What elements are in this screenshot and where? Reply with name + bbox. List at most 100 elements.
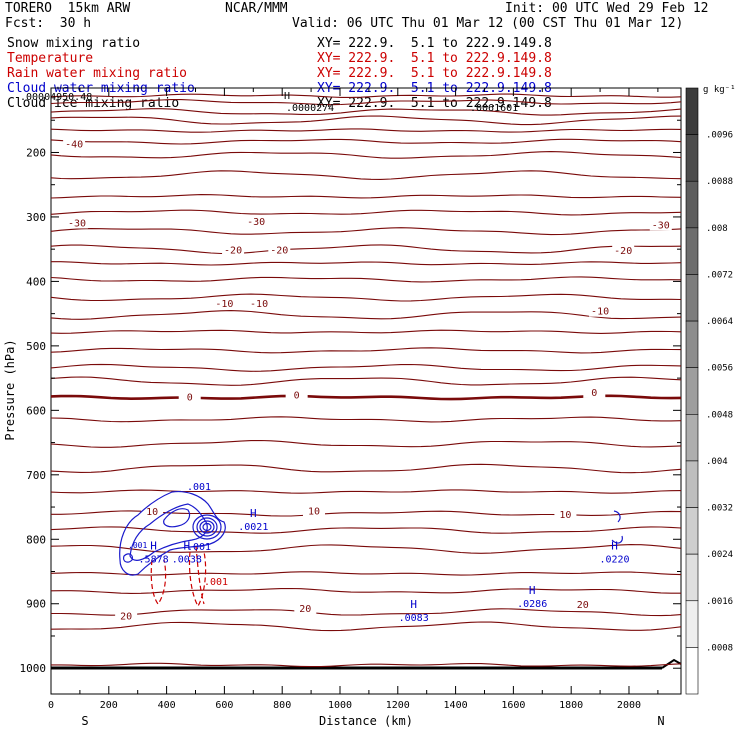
temperature-label: -40 bbox=[65, 140, 83, 151]
init-time: Init: 00 UTC Wed 29 Feb 12 bbox=[505, 1, 709, 16]
plot-frame bbox=[50, 87, 682, 695]
extremum-h-marker: H bbox=[250, 507, 257, 520]
y-tick-label: 200 bbox=[26, 146, 46, 159]
colorbar-tick-label: .0056 bbox=[706, 364, 733, 374]
isotherm-line bbox=[50, 526, 682, 534]
field-xy-rain: XY= 222.9. 5.1 to 222.9.149.8 bbox=[317, 66, 552, 81]
isotherm-line bbox=[50, 571, 682, 576]
colorbar-tick-label: .0064 bbox=[706, 317, 733, 327]
temperature-label-bg bbox=[66, 216, 89, 229]
temperature-label-bg bbox=[649, 218, 672, 231]
north-end-label: N bbox=[657, 714, 664, 728]
temperature-label-bg bbox=[285, 388, 308, 401]
temperature-contours bbox=[50, 93, 682, 668]
cloud-water-contour-inner bbox=[163, 508, 191, 528]
top-label-3: .0000274 bbox=[286, 103, 334, 114]
temperature-label-bg bbox=[571, 598, 594, 611]
x-tick-label: 1600 bbox=[501, 700, 525, 711]
colorbar: .0096 .0088 .008 .0072 .0064 .0056 .0048 .004 .0… bbox=[685, 87, 733, 695]
temperature-label: -10 bbox=[591, 307, 609, 318]
cloud-water-label-2: .001 bbox=[187, 542, 211, 553]
extrema-labels: H .0021 H .5878 H .0038 H .0220 H .0083 H .0286 bbox=[139, 507, 630, 624]
temperature-label-bg bbox=[245, 215, 268, 228]
extremum-value: .0286 bbox=[517, 599, 547, 610]
y-tick-label: 800 bbox=[26, 533, 46, 546]
isotherm-line bbox=[51, 608, 682, 617]
colorbar-swatch bbox=[685, 320, 699, 368]
temperature-label: 20 bbox=[577, 600, 589, 611]
cloud-water-core-4 bbox=[202, 522, 212, 532]
rain-water-label-2: .001 bbox=[128, 541, 147, 550]
y-axis-label: Pressure (hPa) bbox=[3, 339, 17, 440]
field-xy-temperature: XY= 222.9. 5.1 to 222.9.149.8 bbox=[317, 51, 552, 66]
isotherm-line bbox=[50, 138, 682, 145]
valid-time: Valid: 06 UTC Thu 01 Mar 12 (00 CST Thu … bbox=[292, 16, 684, 31]
cloud-water-contour-mid bbox=[129, 503, 208, 561]
temperature-label: -20 bbox=[614, 246, 632, 257]
isotherm-line bbox=[50, 463, 682, 474]
y-tick-label: 400 bbox=[26, 275, 46, 288]
temperature-label: 10 bbox=[308, 507, 320, 518]
extremum-value: .0021 bbox=[238, 522, 268, 533]
temperature-label: -20 bbox=[224, 245, 242, 256]
colorbar-swatch bbox=[685, 414, 699, 462]
isotherm-line bbox=[50, 227, 682, 236]
isotherm-line bbox=[50, 347, 682, 354]
temperature-label: -30 bbox=[247, 217, 265, 228]
colorbar-tick-label: .0048 bbox=[706, 410, 733, 420]
x-tick-label: 2000 bbox=[617, 700, 641, 711]
rain-water-contours bbox=[150, 545, 207, 608]
rain-contour-2 bbox=[188, 551, 207, 608]
colorbar-tick-label: .0008 bbox=[706, 643, 733, 653]
extremum-value: .0083 bbox=[399, 613, 429, 624]
y-tick-label: 900 bbox=[26, 598, 46, 611]
colorbar-tick-label: .0072 bbox=[706, 270, 733, 280]
top-label-1: .00004950.48 bbox=[20, 92, 92, 103]
x-tick-label: 1400 bbox=[444, 700, 468, 711]
x-axis: 0 200 400 600 800 1000 1200 1400 1600 1800 2000 bbox=[48, 88, 659, 711]
temperature-label-bg bbox=[141, 505, 164, 518]
x-tick-label: 200 bbox=[100, 700, 118, 711]
cloud-water-core-3 bbox=[199, 520, 215, 534]
x-tick-label: 400 bbox=[158, 700, 176, 711]
rain-contour-3 bbox=[195, 545, 205, 605]
extremum-value: .0038 bbox=[172, 554, 202, 565]
colorbar-tick-label: .0016 bbox=[706, 597, 733, 607]
colorbar-tick-label: .004 bbox=[706, 457, 728, 467]
x-tick-label: 800 bbox=[273, 700, 291, 711]
isotherm-line bbox=[50, 115, 682, 126]
colorbar-swatch bbox=[685, 274, 699, 322]
isotherm-line bbox=[50, 587, 681, 594]
temperature-label-bg bbox=[213, 296, 236, 309]
colorbar-unit: g kg⁻¹ bbox=[703, 85, 736, 95]
temperature-label: 10 bbox=[146, 507, 158, 518]
surface-rise bbox=[661, 658, 682, 669]
temperature-label: 0 bbox=[294, 391, 300, 402]
isotherm-line bbox=[50, 99, 682, 106]
isotherm-line bbox=[50, 128, 682, 133]
x-tick-label: 0 bbox=[48, 700, 54, 711]
temperature-label-bg bbox=[115, 609, 138, 622]
isotherm-line bbox=[50, 363, 682, 372]
y-tick-label: 500 bbox=[26, 340, 46, 353]
isotherm-line bbox=[50, 439, 682, 448]
temperature-label-bg bbox=[63, 137, 86, 150]
temperature-label-bg bbox=[222, 243, 245, 256]
temperature-label: 0 bbox=[187, 392, 193, 403]
field-name-rain: Rain water mixing ratio bbox=[7, 66, 188, 81]
colorbar-swatch bbox=[685, 134, 699, 182]
y-tick-label: 700 bbox=[26, 469, 46, 482]
isotherm-line bbox=[50, 276, 682, 283]
isotherm-line bbox=[50, 108, 682, 116]
colorbar-tick-label: .0024 bbox=[706, 550, 733, 560]
temperature-label: -10 bbox=[215, 299, 233, 310]
temperature-label-bg bbox=[612, 244, 635, 257]
isotherm-line bbox=[50, 93, 682, 98]
colorbar-swatch bbox=[685, 87, 699, 135]
isotherm-line bbox=[50, 489, 682, 494]
field-name-temperature: Temperature bbox=[7, 51, 94, 66]
isotherm-line bbox=[50, 329, 682, 334]
cloud-water-small-blob bbox=[123, 553, 133, 563]
temperature-label-bg bbox=[554, 507, 577, 520]
y-tick-label: 600 bbox=[26, 404, 46, 417]
